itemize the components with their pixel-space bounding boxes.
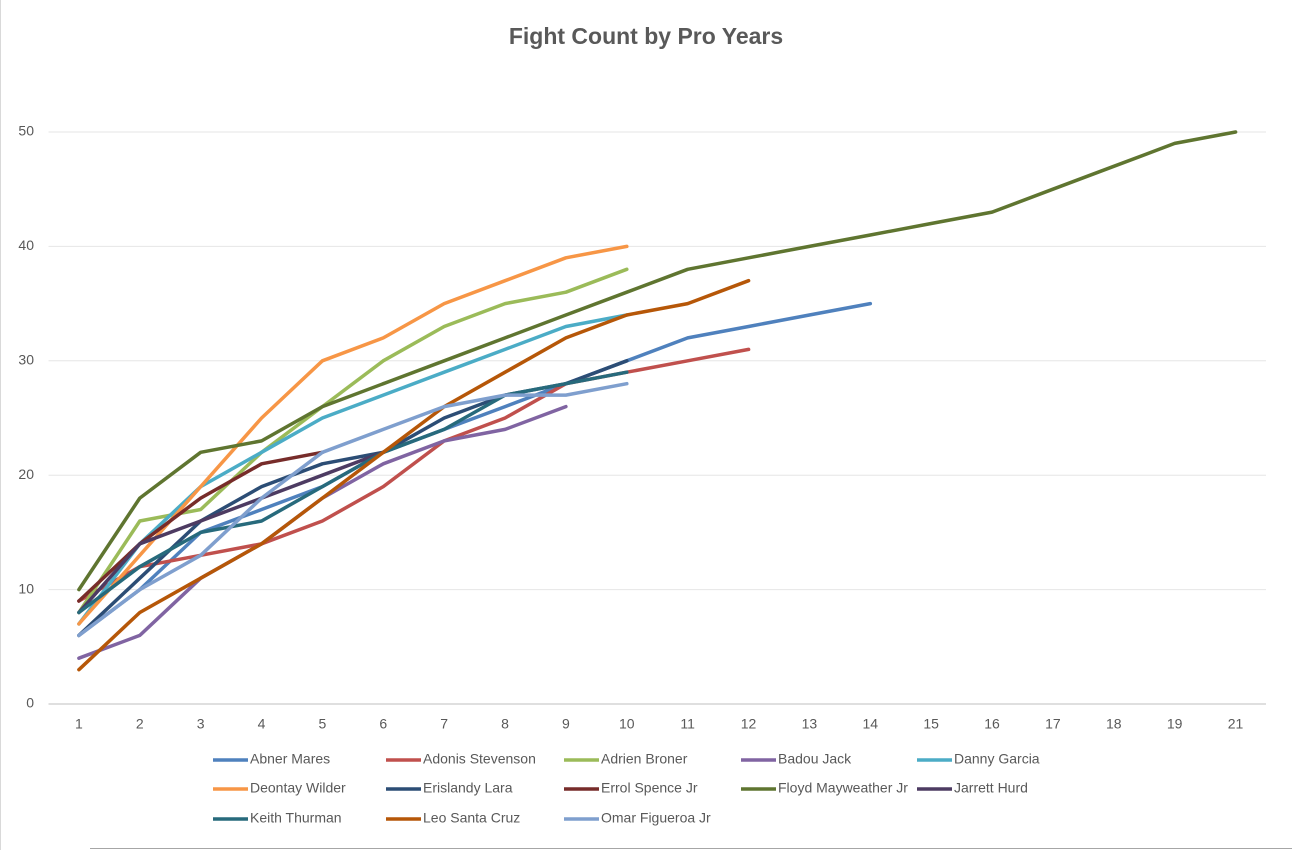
series-line bbox=[77, 130, 1238, 592]
series-line bbox=[77, 450, 325, 603]
x-tick-label: 11 bbox=[680, 716, 695, 732]
x-tick-label: 9 bbox=[562, 716, 570, 732]
legend-label: Jarrett Hurd bbox=[954, 780, 1028, 796]
series-line bbox=[77, 347, 751, 603]
x-tick-label: 13 bbox=[802, 716, 818, 732]
series-line bbox=[77, 381, 629, 638]
series-line bbox=[77, 370, 629, 615]
x-tick-label: 15 bbox=[923, 716, 939, 732]
legend-label: Erislandy Lara bbox=[423, 780, 513, 796]
x-tick-label: 19 bbox=[1167, 716, 1183, 732]
legend-label: Keith Thurman bbox=[250, 810, 342, 826]
legend-label: Deontay Wilder bbox=[250, 780, 346, 796]
x-tick-label: 10 bbox=[619, 716, 635, 732]
series-line bbox=[77, 278, 751, 672]
legend-label: Adonis Stevenson bbox=[423, 751, 536, 767]
x-tick-label: 21 bbox=[1228, 716, 1244, 732]
legend-label: Errol Spence Jr bbox=[601, 780, 698, 796]
x-tick-label: 16 bbox=[984, 716, 1000, 732]
chart-title: Fight Count by Pro Years bbox=[509, 23, 783, 49]
x-tick-label: 4 bbox=[258, 716, 266, 732]
x-tick-label: 7 bbox=[440, 716, 448, 732]
y-tick-label: 30 bbox=[18, 352, 34, 368]
series-line bbox=[77, 313, 629, 626]
legend-label: Adrien Broner bbox=[601, 751, 688, 767]
legend-label: Omar Figueroa Jr bbox=[601, 810, 711, 826]
x-tick-label: 18 bbox=[1106, 716, 1122, 732]
legend-label: Badou Jack bbox=[778, 751, 852, 767]
series-line bbox=[77, 301, 873, 638]
x-tick-label: 12 bbox=[741, 716, 757, 732]
y-tick-label: 0 bbox=[26, 695, 34, 711]
x-tick-label: 2 bbox=[136, 716, 144, 732]
legend-label: Leo Santa Cruz bbox=[423, 810, 520, 826]
y-tick-label: 50 bbox=[18, 123, 34, 139]
x-tick-label: 1 bbox=[75, 716, 83, 732]
x-tick-label: 8 bbox=[501, 716, 509, 732]
x-tick-label: 3 bbox=[197, 716, 205, 732]
x-tick-label: 5 bbox=[319, 716, 327, 732]
legend-label: Abner Mares bbox=[250, 751, 330, 767]
legend-label: Floyd Mayweather Jr bbox=[778, 780, 908, 796]
y-tick-label: 10 bbox=[18, 580, 34, 596]
x-tick-label: 6 bbox=[379, 716, 387, 732]
y-tick-label: 40 bbox=[18, 237, 34, 253]
series-line bbox=[77, 450, 386, 615]
x-tick-label: 14 bbox=[863, 716, 879, 732]
legend-label: Danny Garcia bbox=[954, 751, 1040, 767]
x-tick-label: 17 bbox=[1045, 716, 1061, 732]
y-tick-label: 20 bbox=[18, 466, 34, 482]
